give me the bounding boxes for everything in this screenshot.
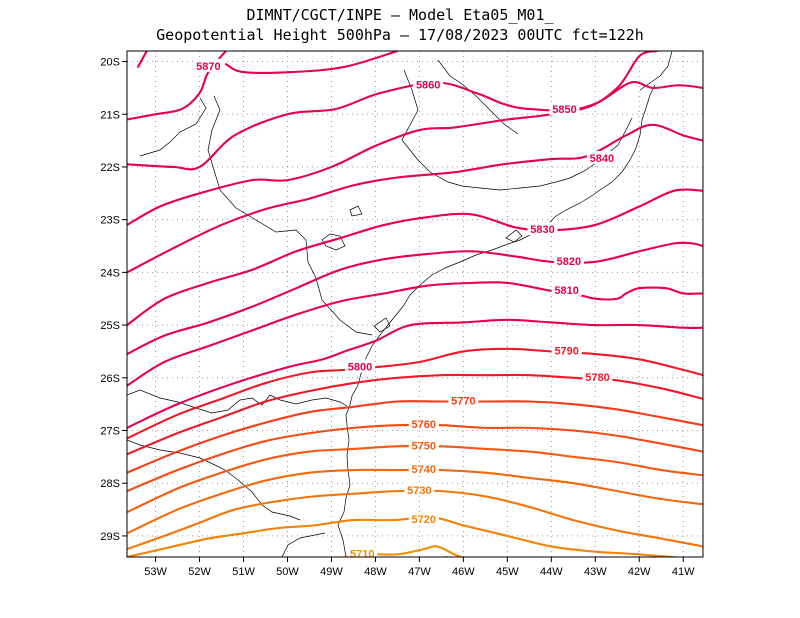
contour-label-bg — [448, 393, 479, 407]
contour-label-bg — [549, 102, 580, 116]
contour-label-bg — [408, 417, 439, 431]
coastline-segment — [639, 51, 673, 91]
contour-line-5780 — [127, 373, 703, 456]
y-tick-label: 28S — [100, 478, 120, 490]
coastline-segment — [281, 532, 326, 557]
contour-label-5870: 5870 — [196, 61, 220, 73]
contour-line-5730 — [127, 489, 703, 551]
y-tick-label: 27S — [100, 426, 120, 438]
y-tick-label: 23S — [100, 215, 120, 227]
coastline-segment — [207, 95, 373, 336]
contour-line-5790 — [127, 347, 703, 440]
contour-line-5870 — [136, 51, 148, 68]
contour-line-5870 — [224, 51, 399, 74]
x-tick-label: 49W — [320, 566, 343, 578]
y-tick-label: 26S — [100, 373, 120, 385]
x-tick-label: 46W — [452, 566, 475, 578]
contour-label-bg — [553, 253, 584, 267]
coastline-segment — [437, 59, 519, 135]
coastline-segment — [127, 389, 348, 414]
x-tick-label: 44W — [540, 566, 563, 578]
coastline-segment — [349, 205, 363, 217]
x-tick-label: 42W — [628, 566, 651, 578]
chart-title-line-2: Geopotential Height 500hPa – 17/08/2023 … — [156, 26, 644, 44]
coastline-segment — [321, 233, 346, 251]
x-tick-label: 51W — [232, 566, 255, 578]
coastline-segment — [401, 69, 571, 191]
y-tick-label: 29S — [100, 531, 120, 543]
y-tick-label: 24S — [100, 267, 120, 279]
contour-label-bg — [193, 58, 224, 72]
contour-label-5710: 5710 — [350, 548, 374, 560]
contour-line-5830 — [127, 188, 703, 327]
contour-label-5750: 5750 — [412, 440, 436, 452]
coastline-segment — [505, 229, 523, 243]
contour-label-5780: 5780 — [585, 372, 609, 384]
contour-line-5760 — [127, 423, 703, 493]
contour-label-bg — [586, 151, 617, 165]
contour-line-5850 — [127, 81, 703, 226]
x-tick-label: 53W — [144, 566, 167, 578]
y-tick-label: 25S — [100, 320, 120, 332]
contour-label-5790: 5790 — [554, 345, 578, 357]
contour-line-5770 — [127, 400, 703, 474]
contour-label-5770: 5770 — [451, 396, 475, 408]
contour-label-bg — [413, 77, 444, 91]
axis-ticks: 53W 52W 51W 50W 49W 48W 47W 46W 45W 44W 43W 42W 41W 2… — [100, 57, 695, 578]
contour-label-bg — [345, 359, 376, 373]
x-tick-label: 41W — [672, 566, 695, 578]
coastline-segment — [569, 117, 633, 179]
contour-label-5740: 5740 — [412, 464, 436, 476]
contour-label-layer: 5870 5860 5850 5840 5830 5820 5810 5800 5790 5780… — [193, 58, 617, 560]
contour-label-bg — [408, 438, 439, 452]
chart-title-line-1: DIMNT/CGCT/INPE – Model Eta05_M01_ — [246, 6, 554, 24]
contour-label-5720: 5720 — [412, 514, 436, 526]
y-tick-label: 21S — [100, 109, 120, 121]
contour-label-5860: 5860 — [416, 79, 440, 91]
contour-label-bg — [404, 483, 435, 497]
grid-lines — [127, 51, 703, 557]
contour-label-5730: 5730 — [407, 485, 431, 497]
contour-line-5810 — [127, 281, 703, 387]
x-tick-label: 47W — [408, 566, 431, 578]
coastline-segment — [373, 317, 391, 333]
y-tick-label: 22S — [100, 162, 120, 174]
contour-label-bg — [551, 282, 582, 296]
plot-frame — [126, 50, 704, 558]
coastline-segment — [139, 97, 207, 157]
contour-label-5830: 5830 — [530, 224, 554, 236]
contour-line-5720 — [127, 516, 685, 557]
contour-label-bg — [551, 343, 582, 357]
contour-label-bg — [408, 462, 439, 476]
contour-label-5810: 5810 — [554, 285, 578, 297]
contour-label-bg — [582, 369, 613, 383]
contour-label-bg — [347, 546, 378, 560]
x-tick-label: 43W — [584, 566, 607, 578]
contour-line-5800 — [127, 318, 703, 429]
contour-label-5760: 5760 — [412, 419, 436, 431]
contour-label-5820: 5820 — [557, 256, 581, 268]
x-tick-label: 48W — [364, 566, 387, 578]
contour-label-bg — [527, 222, 558, 236]
contour-label-5800: 5800 — [348, 361, 372, 373]
contour-label-bg — [408, 512, 439, 526]
contour-label-5850: 5850 — [552, 104, 576, 116]
coastline-segment — [127, 439, 301, 521]
contour-label-5840: 5840 — [590, 153, 614, 165]
coastline-segment — [337, 84, 656, 557]
x-tick-label: 52W — [188, 566, 211, 578]
x-tick-label: 50W — [276, 566, 299, 578]
coastline-layer — [127, 51, 673, 557]
x-tick-label: 45W — [496, 566, 519, 578]
contour-line-5840 — [127, 123, 703, 274]
y-tick-label: 20S — [100, 57, 120, 69]
contour-line-5820 — [127, 241, 703, 356]
